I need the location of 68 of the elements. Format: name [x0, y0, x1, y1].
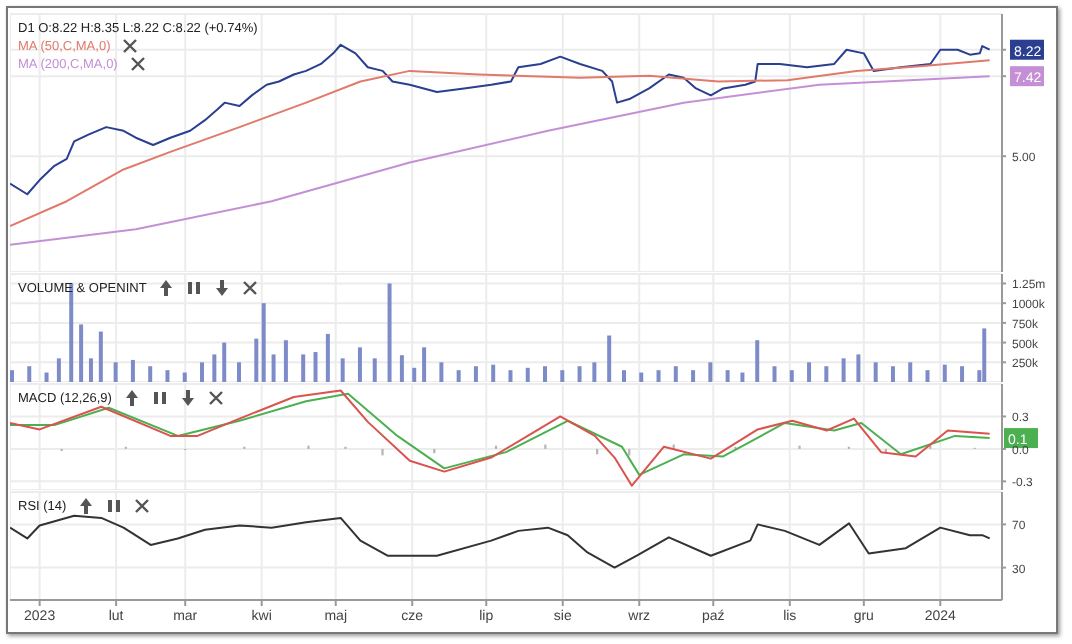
bar [621, 370, 626, 382]
bar [639, 372, 644, 382]
bar [473, 366, 478, 382]
bar [56, 358, 61, 382]
bar [372, 358, 377, 382]
bar [873, 362, 878, 382]
bar [271, 354, 276, 382]
line-series [10, 59, 991, 228]
bar [301, 354, 306, 382]
bar [942, 364, 947, 382]
bar [824, 366, 829, 382]
bar [340, 358, 345, 382]
bar [113, 362, 118, 382]
bar [69, 283, 74, 382]
bar [10, 370, 14, 382]
bar [357, 347, 362, 382]
bar [79, 324, 84, 382]
bar [212, 354, 217, 382]
bar [165, 370, 170, 382]
bar [422, 347, 427, 382]
bar [237, 362, 242, 382]
bar [456, 370, 461, 382]
bar [925, 370, 930, 382]
bar [325, 333, 330, 382]
bar [313, 352, 318, 382]
bar [908, 362, 913, 382]
bar [841, 358, 846, 382]
bar [182, 372, 187, 382]
bar [577, 366, 582, 382]
bar [725, 370, 730, 382]
bar [607, 335, 612, 382]
bar [525, 367, 530, 382]
bar [740, 372, 745, 382]
line-series [10, 514, 991, 569]
bar [412, 367, 417, 382]
bar [44, 372, 49, 382]
bar [656, 370, 661, 382]
bar [890, 366, 895, 382]
bar [960, 366, 965, 382]
bar [560, 370, 565, 382]
bar [673, 366, 678, 382]
bar [200, 362, 205, 382]
bar [755, 340, 760, 382]
bar [148, 366, 153, 382]
bar [130, 359, 135, 382]
bar [261, 303, 266, 382]
bar [88, 358, 93, 382]
bar [491, 364, 496, 382]
bar [399, 355, 404, 382]
bar [708, 362, 713, 382]
bar [856, 354, 861, 382]
bar [283, 340, 288, 382]
bar [592, 362, 597, 382]
bar [789, 370, 794, 382]
bar [387, 283, 392, 382]
line-series [10, 43, 991, 196]
bar [254, 338, 259, 382]
line-series [10, 75, 991, 246]
bar [982, 328, 987, 382]
bar [27, 366, 32, 382]
bar [222, 342, 227, 382]
bar [98, 331, 103, 382]
bar [772, 366, 777, 382]
bar [691, 370, 696, 382]
bar [807, 362, 812, 382]
bar [543, 366, 548, 382]
bar [439, 362, 444, 382]
bar [508, 370, 513, 382]
